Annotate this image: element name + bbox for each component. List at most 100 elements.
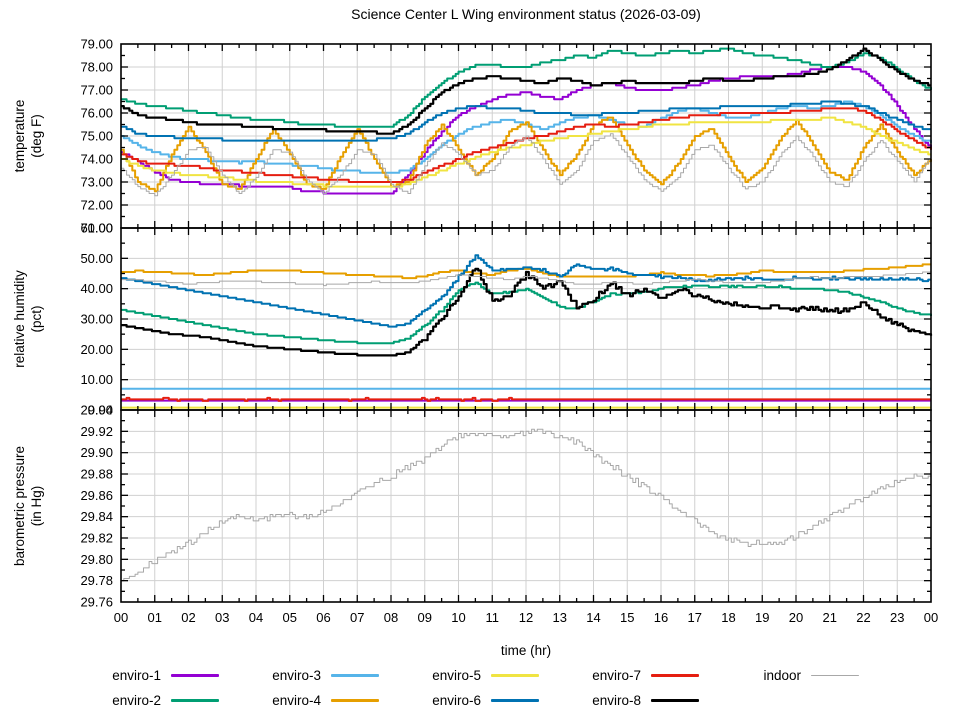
x-tick-label: 00	[114, 610, 128, 625]
y-tick-label: 29.92	[80, 424, 113, 439]
series-enviro-2-temperature	[121, 47, 932, 128]
legend-item-indoor: indoor	[741, 668, 859, 683]
y-tick-label: 75.00	[80, 129, 113, 144]
y-tick-label: 77.00	[80, 83, 113, 98]
y-tick-label: 29.88	[80, 467, 113, 482]
legend-label: enviro-7	[592, 668, 641, 683]
legend-swatch	[491, 674, 539, 677]
y-tick-label: 60.00	[80, 221, 113, 236]
x-axis-title: time (hr)	[500, 643, 552, 658]
legend-label: enviro-5	[432, 668, 481, 683]
series-indoor-temperature	[121, 133, 932, 197]
legend-item-enviro-8: enviro-8	[581, 693, 699, 708]
y-tick-label: 30.00	[80, 312, 113, 327]
legend-item-enviro-2: enviro-2	[101, 693, 219, 708]
x-tick-label: 09	[418, 610, 432, 625]
y-tick-label: 20.00	[80, 342, 113, 357]
series-enviro-5-temperature	[121, 116, 931, 188]
y-tick-label: 29.86	[80, 488, 113, 503]
series-enviro-6-temperature	[121, 100, 931, 142]
x-tick-label: 06	[316, 610, 330, 625]
series-indoor-relative-humidity	[121, 271, 931, 287]
legend-item-enviro-3: enviro-3	[261, 668, 379, 683]
legend-label: enviro-4	[272, 693, 321, 708]
grid	[121, 228, 931, 410]
y-tick-label: 50.00	[80, 251, 113, 266]
y-tick-label: 78.00	[80, 60, 113, 75]
ticks	[121, 44, 931, 228]
legend-item-enviro-1: enviro-1	[101, 668, 219, 683]
x-tick-labels: 00 01 02 03 04 05 06 07 08 09 10 11 12 13 14 15 16 17 18 19…	[114, 610, 938, 625]
legend-label: enviro-2	[112, 693, 161, 708]
legend-swatch	[331, 674, 379, 677]
y-tick-label: 72.00	[80, 198, 113, 213]
x-tick-label: 22	[856, 610, 870, 625]
panel-border	[120, 409, 932, 603]
series-enviro-8-temperature	[121, 47, 931, 135]
y-axis-title: (pct)	[29, 306, 44, 333]
x-tick-label: 05	[283, 610, 297, 625]
y-tick-label: 79.00	[80, 37, 113, 52]
legend-swatch	[811, 675, 859, 676]
x-tick-label: 20	[789, 610, 803, 625]
x-tick-label: 14	[586, 610, 600, 625]
legend-item-enviro-4: enviro-4	[261, 693, 379, 708]
y-tick-label: 0.00	[88, 403, 113, 418]
y-tick-label: 29.90	[80, 445, 113, 460]
x-tick-label: 01	[148, 610, 162, 625]
legend-item-enviro-6: enviro-6	[421, 693, 539, 708]
x-tick-label: 21	[823, 610, 837, 625]
y-tick-label: 29.76	[80, 595, 113, 610]
series-enviro-2-relative-humidity	[121, 281, 932, 345]
y-tick-label: 76.00	[80, 106, 113, 121]
y-tick-label: 29.82	[80, 531, 113, 546]
y-tick-labels: 71.00 72.00 73.00 74.00 75.00 76.00 77.00 78.00…	[80, 37, 113, 236]
legend-label: indoor	[763, 668, 801, 683]
y-tick-label: 10.00	[80, 372, 113, 387]
x-tick-label: 16	[654, 610, 668, 625]
series-enviro-3-temperature	[121, 100, 932, 174]
y-tick-label: 29.94	[80, 403, 113, 418]
legend-swatch	[171, 674, 219, 677]
legend-swatch	[651, 699, 699, 702]
x-tick-label: 02	[181, 610, 195, 625]
x-tick-label: 11	[486, 610, 500, 625]
x-tick-label: 15	[620, 610, 634, 625]
y-axis-title: (in Hg)	[29, 486, 44, 527]
legend-label: enviro-8	[592, 693, 641, 708]
legend-item-enviro-7: enviro-7	[581, 668, 699, 683]
legend-swatch	[171, 699, 219, 702]
x-tick-label: 08	[384, 610, 398, 625]
legend-swatch	[491, 699, 539, 702]
panel-relative-humidity: 0.00 10.00 20.00 30.00 40.00 50.00 60.00 relati…	[12, 221, 933, 418]
x-tick-label: 07	[350, 610, 364, 625]
legend-label: enviro-1	[112, 668, 161, 683]
legend-label: enviro-6	[432, 693, 481, 708]
legend-label: enviro-3	[272, 668, 321, 683]
y-tick-label: 29.84	[80, 509, 113, 524]
y-tick-labels: 0.00 10.00 20.00 30.00 40.00 50.00 60.00	[80, 221, 113, 418]
x-tick-label: 03	[215, 610, 229, 625]
x-tick-label: 18	[721, 610, 735, 625]
chart-title: Science Center L Wing environment status…	[351, 6, 701, 22]
panel-barometric-pressure: 29.76 29.78 29.80 29.82 29.84 29.86 29.88 29.90…	[12, 403, 932, 610]
series-enviro-8-relative-humidity	[121, 267, 933, 357]
x-tick-label: 10	[451, 610, 465, 625]
x-tick-label: 19	[755, 610, 769, 625]
y-tick-label: 40.00	[80, 281, 113, 296]
legend: enviro-1 enviro-2 enviro-3 enviro-4 enviro-5…	[0, 663, 960, 713]
series-enviro-7-relative-humidity	[121, 396, 931, 402]
y-tick-label: 74.00	[80, 152, 113, 167]
y-tick-label: 29.78	[80, 573, 113, 588]
grid	[121, 410, 931, 602]
y-tick-label: 29.80	[80, 552, 113, 567]
y-axis-title: barometric pressure	[12, 446, 27, 566]
x-tick-label: 17	[688, 610, 702, 625]
y-axis-title: relative humidity	[12, 270, 27, 368]
legend-item-enviro-5: enviro-5	[421, 668, 539, 683]
y-tick-label: 73.00	[80, 175, 113, 190]
series-indoor-barometric-pressure	[121, 428, 932, 582]
x-tick-label: 23	[890, 610, 904, 625]
x-tick-label: 13	[553, 610, 567, 625]
x-tick-label: 00	[924, 610, 938, 625]
